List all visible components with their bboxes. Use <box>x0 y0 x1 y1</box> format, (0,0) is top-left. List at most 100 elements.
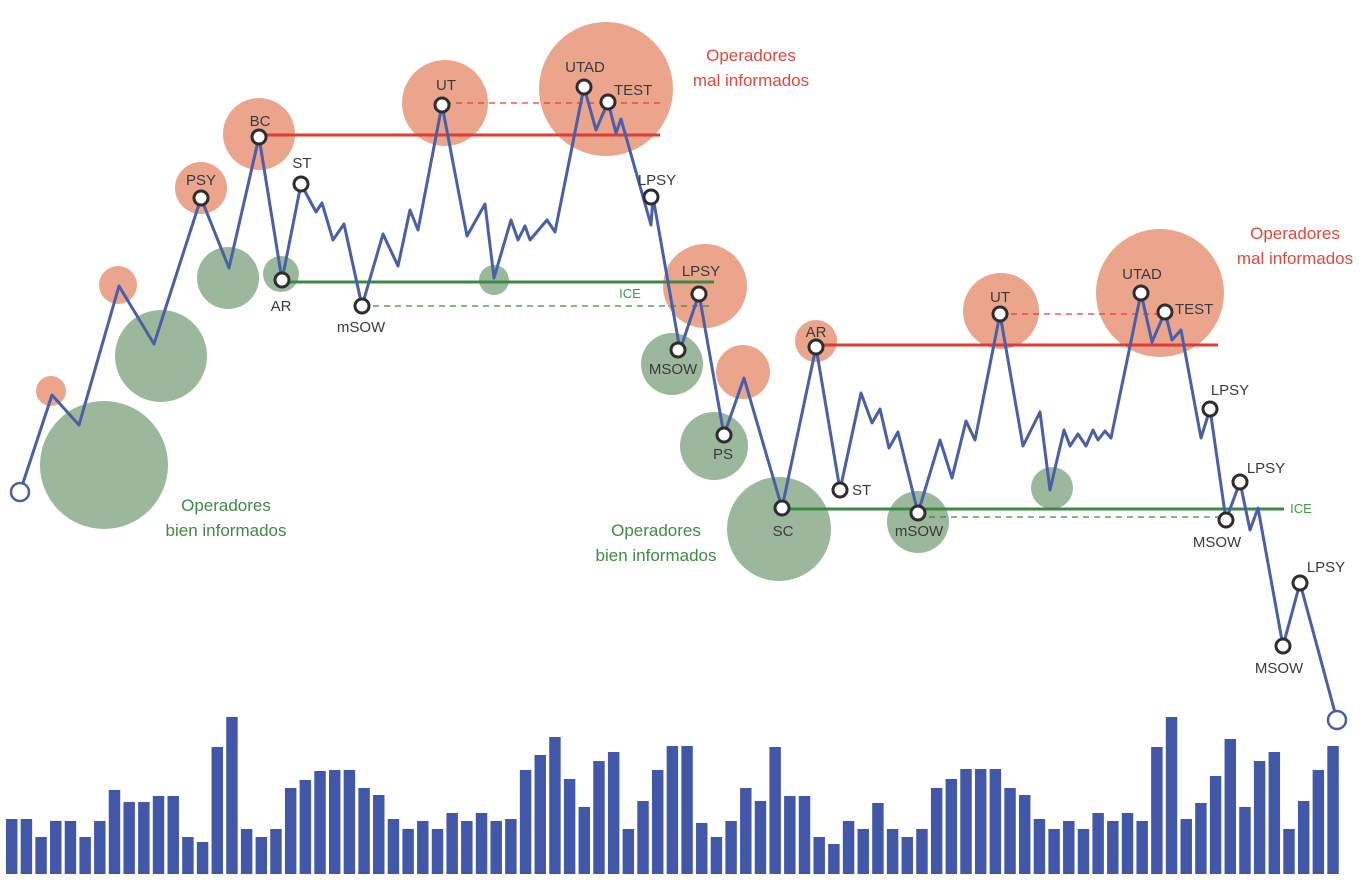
volume-bar <box>123 802 135 874</box>
volume-bar <box>1019 795 1031 874</box>
volume-bar <box>167 796 179 874</box>
ps-marker <box>715 426 733 444</box>
volume-bars <box>6 717 1339 874</box>
volume-bar <box>1195 803 1207 874</box>
msow-marker <box>909 504 927 522</box>
volume-bar <box>1283 829 1295 874</box>
ut-marker <box>433 96 451 114</box>
annotation-line: Operadores <box>1250 224 1340 243</box>
red-bubble <box>539 22 673 156</box>
label-lpsy: LPSY <box>1211 382 1249 399</box>
volume-bar <box>108 790 121 874</box>
st-marker <box>831 481 849 499</box>
label-utad: UTAD <box>1122 266 1162 283</box>
volume-bar <box>989 769 1002 874</box>
volume-bar <box>138 802 150 874</box>
volume-bar <box>563 779 576 874</box>
volume-bar <box>1209 776 1222 874</box>
volume-bar <box>417 821 429 874</box>
annotation-informed-1: Operadores bien informados <box>166 496 287 540</box>
volume-bar <box>534 755 546 874</box>
label-test: TEST <box>1175 301 1213 318</box>
green-bubble <box>727 477 831 581</box>
volume-bar <box>1224 739 1236 874</box>
label-ar: AR <box>271 298 292 315</box>
start-marker <box>9 481 31 503</box>
volume-bar <box>314 771 326 874</box>
label-msow-big: MSOW <box>649 361 698 378</box>
volume-bar <box>1136 821 1148 874</box>
red-bubble <box>663 244 747 328</box>
volume-bar <box>328 770 341 874</box>
label-lpsy: LPSY <box>638 172 676 189</box>
volume-bar <box>857 829 869 874</box>
volume-bar <box>754 801 767 874</box>
annotation-line: bien informados <box>166 521 287 540</box>
sc-marker <box>773 499 791 517</box>
test-marker <box>599 93 617 111</box>
annotation-line: Operadores <box>706 46 796 65</box>
volume-bar <box>6 819 18 874</box>
event-labels: PSY BC ST AR mSOW UT UTAD TEST LPSY LPSY… <box>186 59 1345 677</box>
volume-bar <box>475 813 488 874</box>
volume-bar <box>945 779 958 874</box>
utad-marker <box>1132 284 1150 302</box>
volume-bar <box>211 747 223 874</box>
volume-bar <box>284 788 297 874</box>
volume-bar <box>1121 813 1134 874</box>
volume-bar <box>1327 746 1339 874</box>
volume-bar <box>1268 752 1281 874</box>
msow-marker <box>1274 637 1292 655</box>
volume-bar <box>20 819 33 874</box>
st-marker <box>292 175 310 193</box>
volume-bar <box>593 761 605 874</box>
volume-bar <box>916 829 928 874</box>
label-ar: AR <box>806 324 827 341</box>
green-bubble <box>641 333 703 395</box>
event-markers <box>9 78 1348 731</box>
volume-bar <box>578 807 591 874</box>
lpsy-marker <box>1291 574 1309 592</box>
volume-bar <box>681 746 693 874</box>
green-bubble <box>887 491 949 553</box>
volume-bar <box>240 829 253 874</box>
ar-marker <box>807 338 825 356</box>
lpsy-marker <box>642 188 660 206</box>
volume-bar <box>725 821 737 874</box>
volume-bar <box>769 747 781 874</box>
red-bubble <box>175 162 227 214</box>
annotation-informed-2: Operadores bien informados <box>596 521 717 565</box>
msow-marker <box>669 341 687 359</box>
volume-bar <box>1033 819 1046 874</box>
volume-bar <box>637 801 649 874</box>
volume-bar <box>651 770 664 874</box>
volume-bar <box>607 752 620 874</box>
label-lpsy: LPSY <box>1307 559 1345 576</box>
ar-marker <box>273 271 291 289</box>
volume-bar <box>431 829 444 874</box>
label-st: ST <box>292 155 311 172</box>
volume-bar <box>299 780 312 874</box>
volume-bar <box>784 796 796 874</box>
utad-marker <box>575 78 593 96</box>
label-ut: UT <box>990 289 1010 306</box>
volume-bar <box>343 770 356 874</box>
volume-bar <box>842 821 855 874</box>
end-marker <box>1326 709 1348 731</box>
label-lpsy: LPSY <box>682 263 720 280</box>
volume-bar <box>373 795 385 874</box>
volume-bar <box>828 844 840 874</box>
volume-bar <box>974 769 987 874</box>
levels <box>259 102 1284 518</box>
volume-bar <box>696 823 708 874</box>
volume-bar <box>35 837 47 874</box>
volume-bar <box>1092 813 1104 874</box>
label-utad: UTAD <box>565 59 605 76</box>
bubbles <box>36 22 1224 581</box>
volume-bar <box>94 821 106 874</box>
green-bubble <box>197 247 259 309</box>
volume-bar <box>622 829 635 874</box>
volume-bar <box>1048 829 1060 874</box>
red-bubble <box>36 376 66 406</box>
